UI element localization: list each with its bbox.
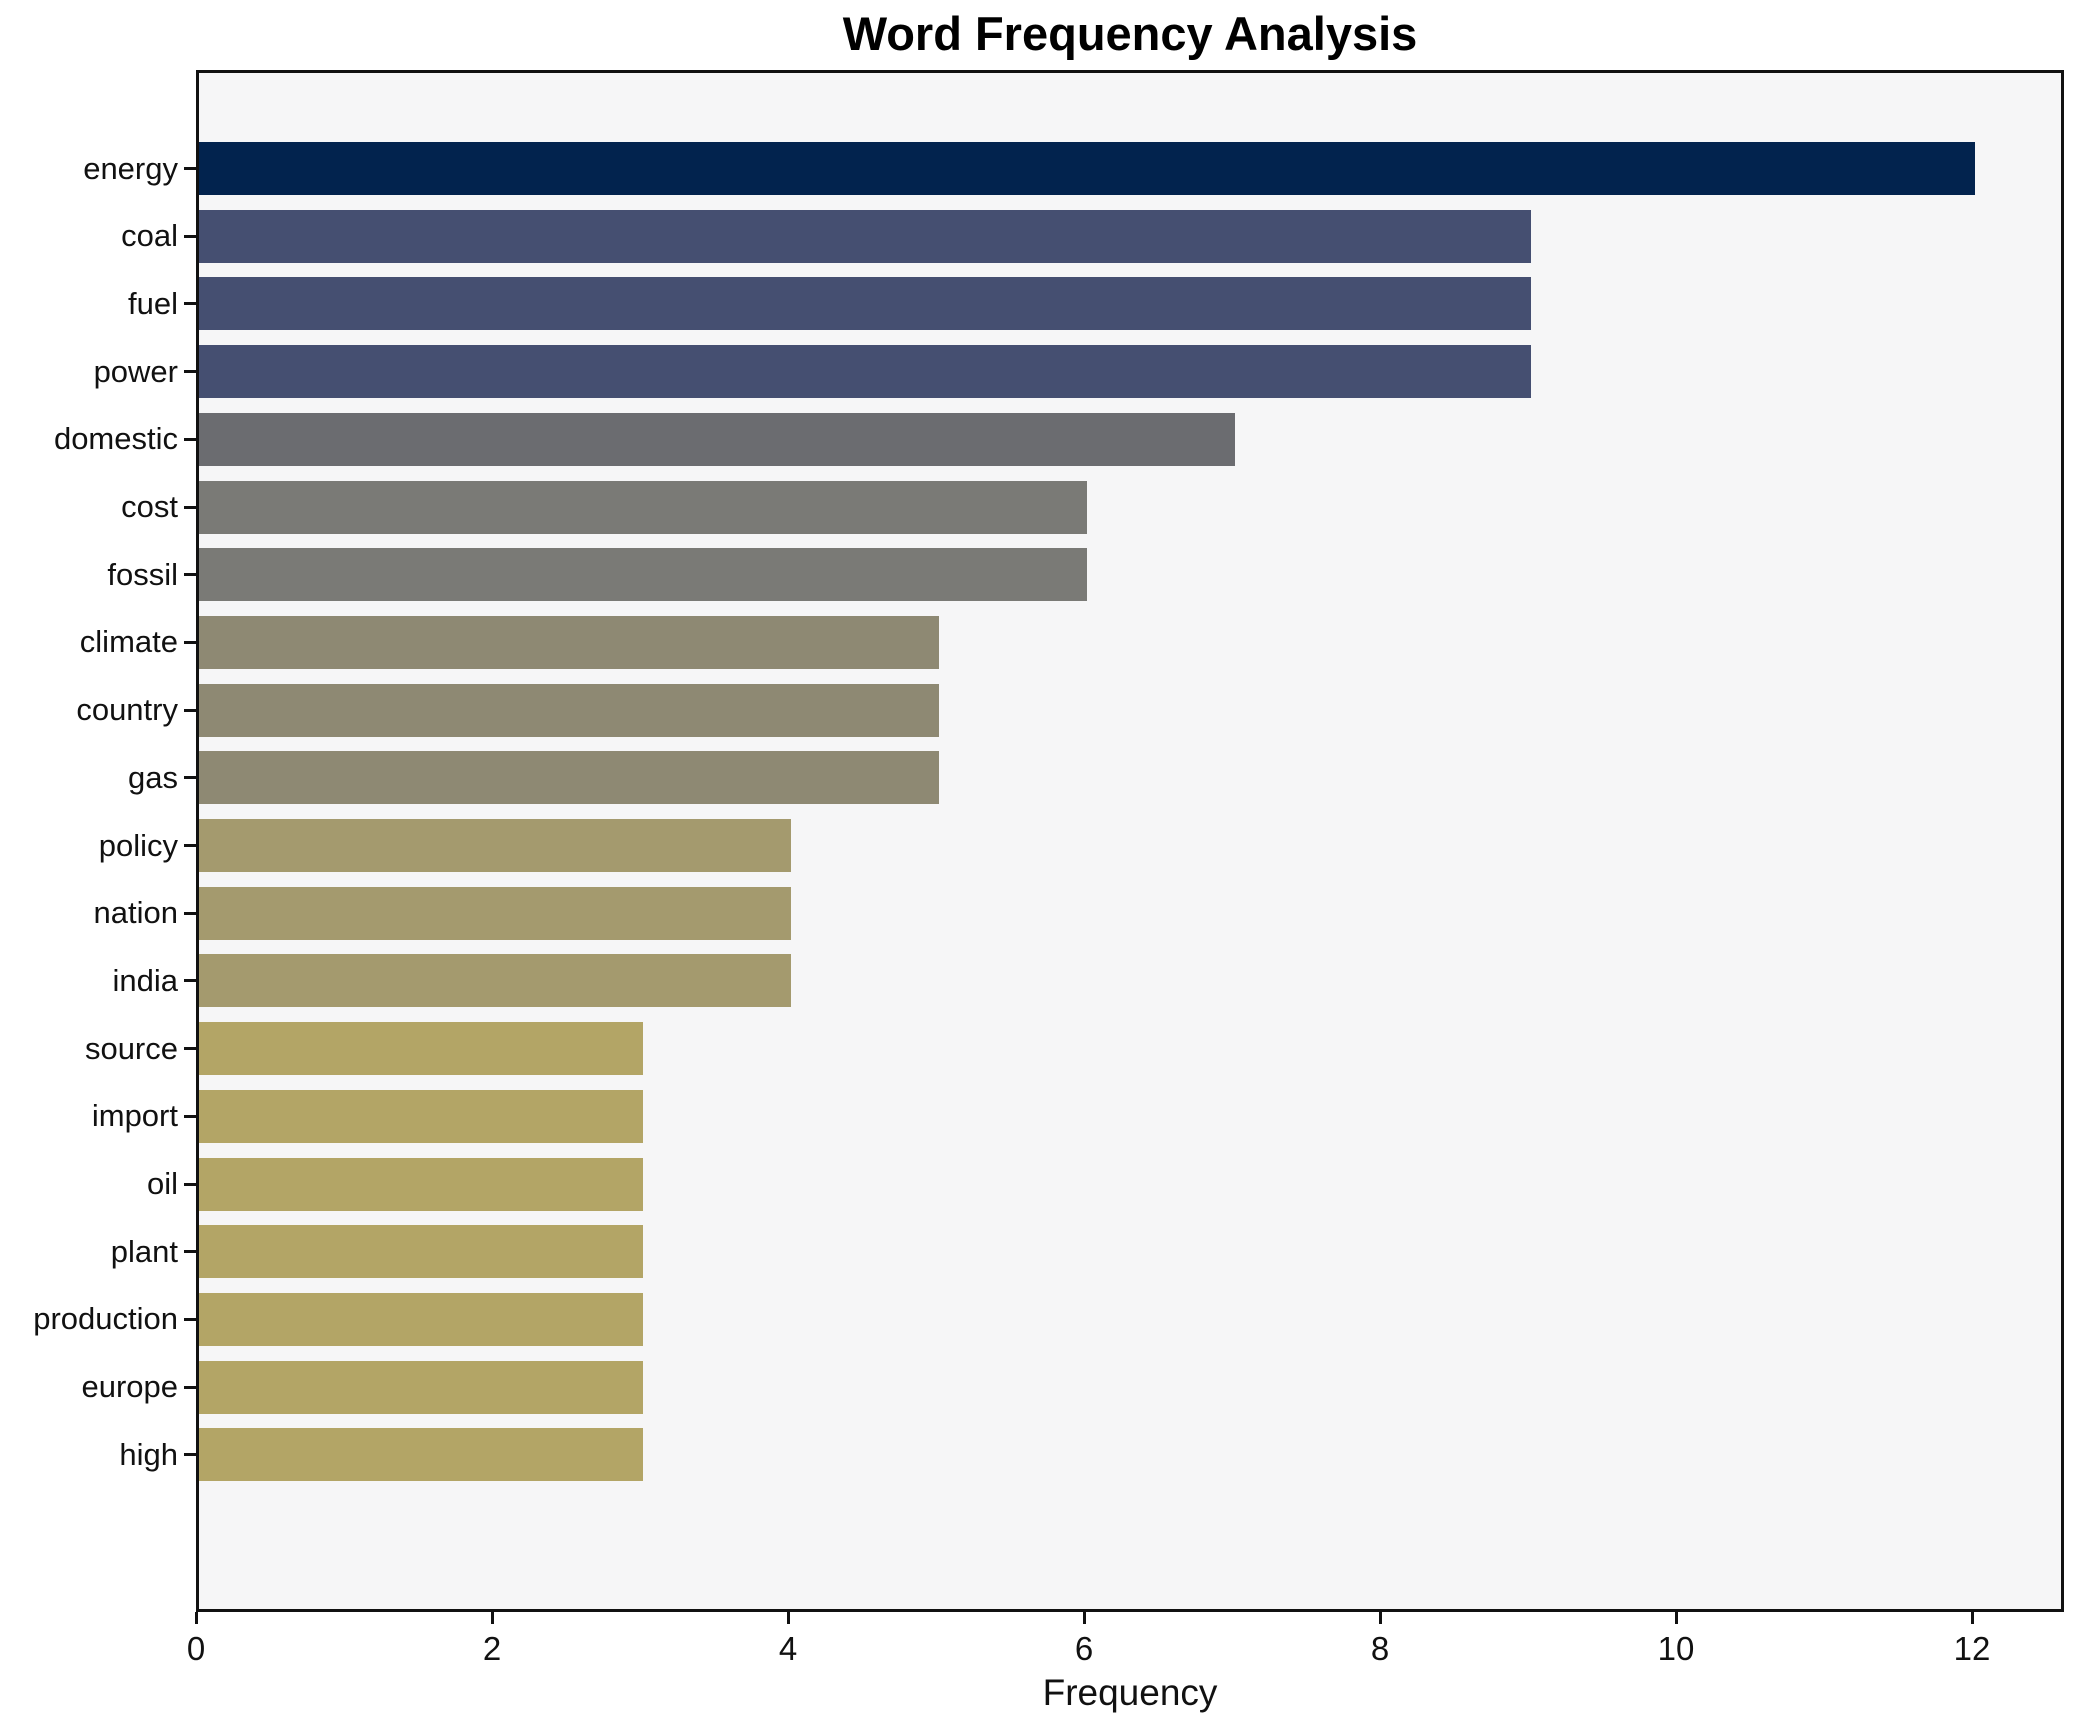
- x-tick-mark: [1674, 1612, 1678, 1624]
- y-tick-label: climate: [79, 624, 178, 660]
- x-tick-mark: [1082, 1612, 1086, 1624]
- bar-plant: [199, 1225, 643, 1279]
- y-tick-mark: [184, 1047, 196, 1051]
- bar-coal: [199, 209, 1531, 263]
- y-tick-label: fossil: [107, 556, 178, 592]
- y-tick-mark: [184, 573, 196, 577]
- bar-oil: [199, 1157, 643, 1211]
- y-tick-mark: [184, 234, 196, 238]
- bar-domestic: [199, 412, 1235, 466]
- y-tick-mark: [184, 1453, 196, 1457]
- bar-gas: [199, 751, 939, 805]
- y-tick-mark: [184, 302, 196, 306]
- y-tick-mark: [184, 776, 196, 780]
- bar-policy: [199, 819, 791, 872]
- bar-india: [199, 954, 791, 1008]
- y-tick-label: india: [112, 962, 179, 998]
- y-tick-mark: [184, 1250, 196, 1254]
- y-tick-label: source: [84, 1030, 178, 1066]
- plot-area: [196, 70, 2064, 1612]
- bar-country: [199, 683, 939, 737]
- y-tick-label: domestic: [53, 421, 178, 457]
- y-tick-label: import: [91, 1098, 178, 1134]
- bar-fossil: [199, 548, 1087, 602]
- y-tick-mark: [184, 708, 196, 712]
- bar-high: [199, 1428, 643, 1482]
- chart-title: Word Frequency Analysis: [842, 7, 1418, 60]
- y-tick-label: plant: [110, 1233, 178, 1269]
- x-tick-mark: [194, 1612, 198, 1624]
- y-tick-label: gas: [128, 759, 178, 795]
- y-tick-label: fuel: [128, 285, 178, 321]
- y-tick-mark: [184, 911, 196, 915]
- y-tick-label: high: [119, 1436, 178, 1472]
- x-tick-label: 4: [778, 1630, 798, 1667]
- x-tick-label: 12: [1953, 1630, 1991, 1667]
- y-tick-label: coal: [121, 218, 178, 254]
- bar-import: [199, 1089, 643, 1143]
- y-tick-mark: [184, 1385, 196, 1389]
- y-tick-label: energy: [83, 150, 178, 186]
- bar-climate: [199, 615, 939, 669]
- x-tick-label: 10: [1657, 1630, 1695, 1667]
- y-tick-mark: [184, 1114, 196, 1118]
- bar-energy: [199, 142, 1975, 195]
- y-tick-label: power: [93, 353, 178, 389]
- bar-nation: [199, 886, 791, 940]
- y-tick-mark: [184, 370, 196, 374]
- y-tick-label: nation: [93, 895, 178, 931]
- y-tick-mark: [184, 979, 196, 983]
- y-tick-mark: [184, 844, 196, 847]
- y-tick-mark: [184, 167, 196, 170]
- y-tick-label: policy: [98, 827, 178, 863]
- y-tick-label: europe: [81, 1369, 178, 1405]
- bar-production: [199, 1292, 643, 1346]
- y-tick-mark: [184, 505, 196, 509]
- x-axis-label: Frequency: [1042, 1672, 1218, 1713]
- y-tick-mark: [184, 1317, 196, 1321]
- x-tick-mark: [1970, 1612, 1974, 1624]
- x-tick-label: 8: [1370, 1630, 1390, 1667]
- bar-fuel: [199, 277, 1531, 331]
- y-tick-label: oil: [146, 1166, 178, 1201]
- x-tick-mark: [786, 1612, 790, 1624]
- bar-cost: [199, 480, 1087, 534]
- x-tick-mark: [490, 1612, 494, 1624]
- y-tick-label: country: [76, 692, 178, 728]
- x-tick-label: 2: [482, 1630, 502, 1667]
- y-tick-mark: [184, 437, 196, 441]
- y-tick-label: production: [33, 1301, 178, 1337]
- y-tick-mark: [184, 1182, 196, 1186]
- bar-power: [199, 345, 1531, 399]
- x-tick-label: 0: [186, 1630, 206, 1667]
- bar-europe: [199, 1360, 643, 1414]
- y-tick-label: cost: [121, 489, 178, 524]
- bar-source: [199, 1022, 643, 1076]
- x-tick-mark: [1378, 1612, 1382, 1624]
- x-tick-label: 6: [1074, 1630, 1094, 1667]
- y-tick-mark: [184, 640, 196, 644]
